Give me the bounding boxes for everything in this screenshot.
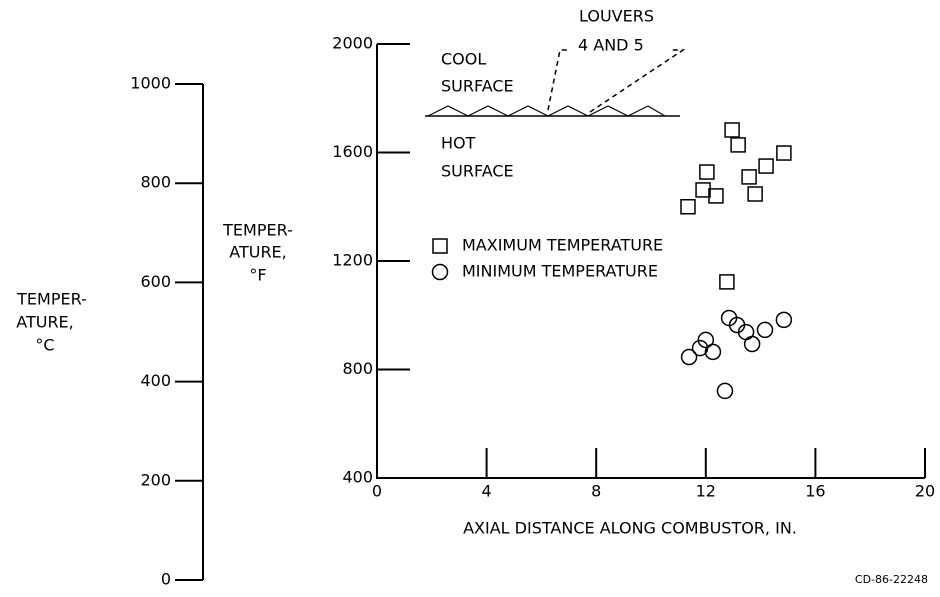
point	[724, 122, 740, 138]
x-tick-label: 8	[591, 482, 601, 501]
annotation: LOUVERS	[579, 7, 654, 26]
y2-axis-label: °C	[35, 336, 54, 355]
legend-label: MAXIMUM TEMPERATURE	[462, 236, 663, 255]
y2-axis-label: TEMPER-	[16, 290, 87, 309]
y2-axis-label: ATURE,	[16, 313, 74, 332]
annotation: COOL	[441, 50, 486, 69]
y2-tick-label: 1000	[130, 74, 171, 93]
annotation: 4 AND 5	[578, 36, 644, 55]
point	[747, 186, 763, 202]
y-tick-label: 1200	[332, 251, 373, 270]
point	[743, 335, 761, 353]
point	[691, 339, 709, 357]
point	[756, 321, 774, 339]
x-tick-label: 20	[915, 482, 935, 501]
y-tick-label: 400	[342, 468, 373, 487]
y2-tick-label: 200	[140, 470, 171, 489]
point	[680, 199, 696, 215]
y-axis-label: TEMPER-	[222, 221, 293, 240]
point	[719, 274, 735, 290]
y-tick-label: 1600	[332, 142, 373, 161]
legend-label: MINIMUM TEMPERATURE	[462, 262, 658, 281]
point	[758, 158, 774, 174]
y2-tick-label: 800	[140, 173, 171, 192]
x-tick-label: 16	[805, 482, 825, 501]
point	[741, 169, 757, 185]
y2-tick-label: 600	[140, 272, 171, 291]
footnote: CD-86-22248	[855, 573, 928, 586]
point	[776, 145, 792, 161]
annotation: SURFACE	[441, 162, 514, 181]
point	[695, 182, 711, 198]
y2-tick-label: 400	[140, 371, 171, 390]
y-axis-label: ATURE,	[229, 243, 287, 262]
y-tick-label: 2000	[332, 34, 373, 53]
legend-marker	[432, 238, 448, 254]
x-tick-label: 12	[696, 482, 716, 501]
annotation: HOT	[441, 134, 476, 153]
y2-tick-label: 0	[161, 570, 171, 589]
point	[697, 331, 715, 349]
y-tick-label: 800	[342, 359, 373, 378]
point	[716, 382, 734, 400]
point	[699, 164, 715, 180]
annotation: SURFACE	[441, 77, 514, 96]
x-tick-label: 0	[372, 482, 382, 501]
point	[730, 137, 746, 153]
point	[704, 343, 722, 361]
y-axis-label: °F	[249, 266, 266, 285]
point	[708, 188, 724, 204]
point	[775, 311, 793, 329]
x-tick-label: 4	[482, 482, 492, 501]
legend-marker	[431, 263, 449, 281]
x-axis-label: AXIAL DISTANCE ALONG COMBUSTOR, IN.	[463, 519, 797, 538]
louver-sketch	[425, 49, 686, 117]
point	[680, 348, 698, 366]
